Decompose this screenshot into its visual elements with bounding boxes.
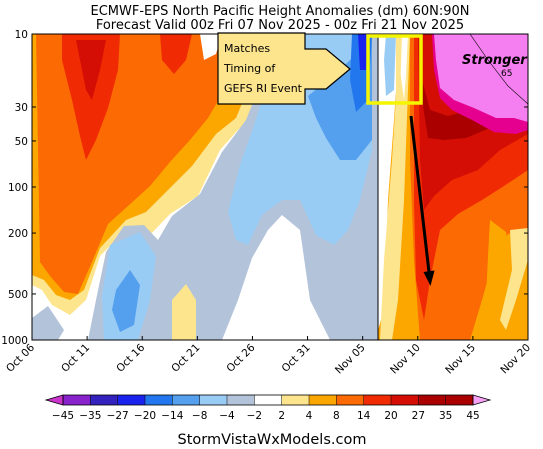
colorbar-extend-high — [472, 394, 492, 406]
y-tick-label: 100 — [8, 182, 28, 194]
stronger-label: Stronger — [462, 53, 528, 68]
highlight-box — [366, 34, 423, 105]
y-tick-label: 500 — [8, 289, 28, 301]
callout-line-1: Matches — [224, 42, 270, 55]
colorbar-label: 8 — [333, 410, 340, 422]
contour-line-65 — [469, 34, 528, 105]
colorbar-label: 4 — [306, 410, 313, 422]
colorbar-swatch — [418, 395, 446, 405]
colorbar-swatch — [363, 395, 391, 405]
colorbar-swatch — [145, 395, 173, 405]
x-tick-label: Oct 31 — [280, 342, 313, 375]
colorbar-swatch — [199, 395, 227, 405]
x-tick-label: Nov 10 — [388, 342, 423, 377]
chart-subtitle: Forecast Valid 00z Fri 07 Nov 2025 - 00z… — [96, 18, 464, 33]
hindcast-cool-region — [32, 34, 378, 340]
contour-label-65: 65 — [501, 69, 512, 79]
x-tick-label: Nov 15 — [443, 342, 478, 377]
colorbar-label: −20 — [134, 410, 156, 422]
colorbar-label: −35 — [79, 410, 101, 422]
x-tick-label: Oct 11 — [59, 342, 92, 375]
colorbar-label: −45 — [52, 410, 74, 422]
plot-area — [32, 34, 528, 340]
forecast-region — [378, 34, 528, 340]
colorbar-swatch — [63, 395, 91, 405]
watermark: StormVistaWxModels.com — [178, 432, 367, 448]
colorbar-label: −14 — [161, 410, 183, 422]
trend-arrow — [409, 115, 435, 286]
x-axis: Oct 06 Oct 11 Oct 16 Oct 21 Oct 26 Oct 31 Nov … — [4, 336, 533, 376]
y-tick-label: 1000 — [1, 335, 28, 347]
y-tick-label: 200 — [8, 228, 28, 240]
trend-arrow-head — [423, 270, 435, 286]
callout-arrow-shape — [217, 32, 351, 105]
x-tick-label: Oct 26 — [224, 341, 257, 374]
colorbar-label: −4 — [219, 410, 235, 422]
colorbar-swatch — [227, 395, 255, 405]
colorbar-swatch — [254, 395, 282, 405]
colorbar-swatch — [391, 395, 419, 405]
hindcast-warm-region — [32, 34, 262, 315]
x-tick-label: Oct 21 — [169, 342, 202, 375]
colorbar-swatch — [90, 395, 118, 405]
callout-line-2: Timing of — [223, 62, 276, 75]
chart-title: ECMWF-EPS North Pacific Height Anomalies… — [91, 4, 470, 19]
colorbar-label: 20 — [384, 410, 397, 422]
y-tick-label: 10 — [15, 29, 28, 41]
y-axis: 10 30 50 100 200 500 1000 — [1, 29, 528, 347]
colorbar-label: 45 — [466, 410, 479, 422]
colorbar-label: 14 — [357, 410, 371, 422]
callout: Matches Timing of GEFS RI Event — [217, 32, 351, 105]
colorbar-label: −27 — [107, 410, 129, 422]
x-tick-label: Nov 20 — [498, 342, 533, 377]
x-tick-label: Nov 05 — [333, 342, 368, 377]
colorbar-swatch — [309, 395, 337, 405]
colorbar-label: 2 — [278, 410, 285, 422]
trend-arrow-shaft — [409, 115, 431, 273]
colorbar-swatch — [445, 395, 473, 405]
colorbar: −45 −35 −27 −20 −14 −8 −4 −2 2 4 8 14 20 27 35 45 — [44, 394, 492, 422]
callout-line-3: GEFS RI Event — [224, 82, 303, 95]
colorbar-swatch — [281, 395, 309, 405]
colorbar-swatch — [172, 395, 200, 405]
colorbar-label: −8 — [192, 410, 207, 422]
colorbar-swatch — [336, 395, 364, 405]
colorbar-label: 35 — [439, 410, 452, 422]
y-tick-label: 50 — [15, 136, 28, 148]
colorbar-label: −2 — [247, 410, 262, 422]
colorbar-swatch — [117, 395, 145, 405]
colorbar-label: 27 — [412, 410, 425, 422]
colorbar-extend-low — [44, 394, 64, 406]
y-tick-label: 30 — [15, 102, 28, 114]
x-tick-label: Oct 16 — [114, 341, 147, 374]
